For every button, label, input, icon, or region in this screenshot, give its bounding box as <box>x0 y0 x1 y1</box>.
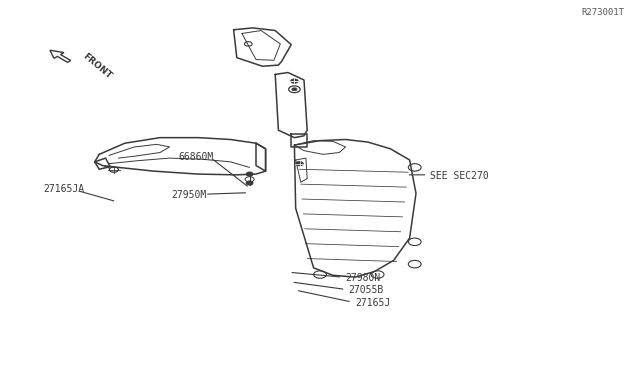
Circle shape <box>296 161 303 166</box>
Text: 27950M: 27950M <box>172 190 207 200</box>
Text: 27980N: 27980N <box>346 273 381 283</box>
Circle shape <box>291 79 298 83</box>
Circle shape <box>292 88 297 91</box>
Text: 66860M: 66860M <box>178 152 213 162</box>
Text: 27165J: 27165J <box>355 298 390 308</box>
Text: FRONT: FRONT <box>81 52 113 81</box>
Circle shape <box>246 181 253 185</box>
Text: 27055B: 27055B <box>349 285 384 295</box>
Text: R273001T: R273001T <box>581 8 624 17</box>
Text: SEE SEC270: SEE SEC270 <box>430 171 489 180</box>
Text: 27165JA: 27165JA <box>44 184 84 194</box>
FancyArrow shape <box>50 50 70 62</box>
Circle shape <box>246 172 253 176</box>
